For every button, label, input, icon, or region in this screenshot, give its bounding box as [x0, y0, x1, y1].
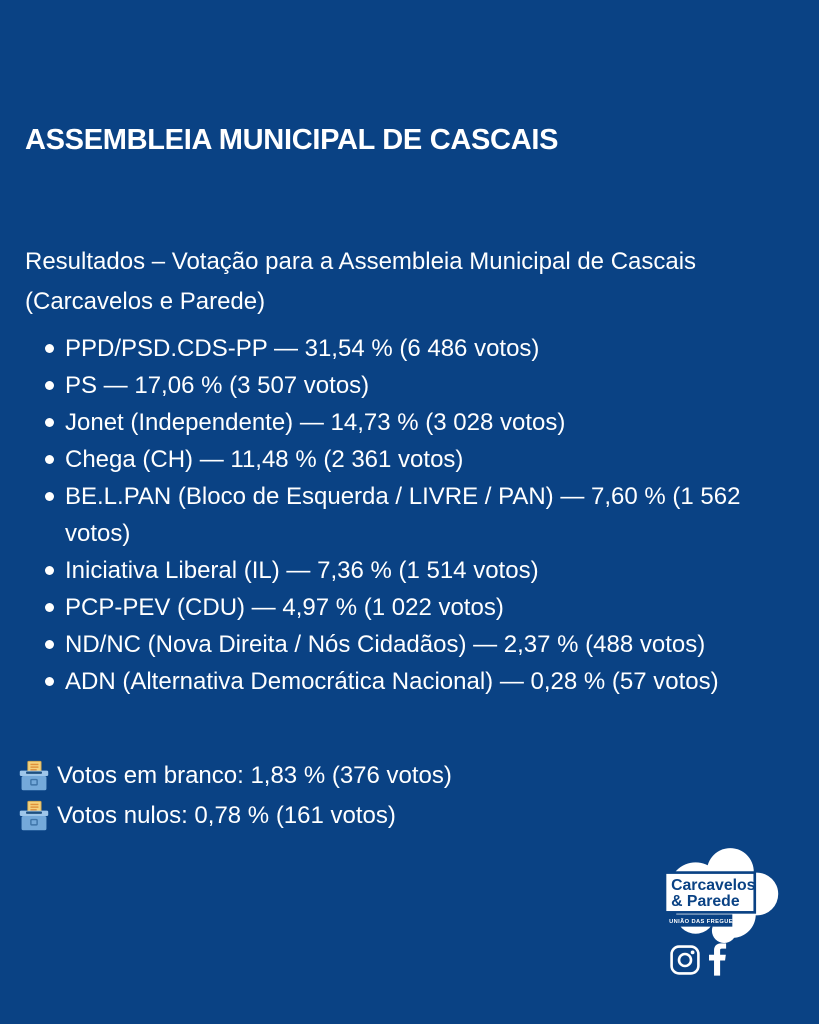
result-item: PS — 17,06 % (3 507 votos): [25, 367, 791, 404]
instagram-icon[interactable]: [670, 944, 700, 975]
result-item: Iniciativa Liberal (IL) — 7,36 % (1 514 …: [25, 552, 791, 589]
result-item: ND/NC (Nova Direita / Nós Cidadãos) — 2,…: [25, 626, 791, 663]
result-item: ADN (Alternativa Democrática Nacional) —…: [25, 663, 791, 700]
result-item: Jonet (Independente) — 14,73 % (3 028 vo…: [25, 404, 791, 441]
logo-carcavelos-parede: Carcavelos & Parede UNIÃO DAS FREGUESIAS: [642, 843, 790, 945]
logo-text-line1: Carcavelos: [671, 877, 756, 894]
results-intro-text: Resultados – Votação para a Assembleia M…: [25, 248, 697, 315]
logo-subtitle: UNIÃO DAS FREGUESIAS: [669, 918, 748, 925]
votes-summary: Votos em branco: 1,83 % (376 votos) Voto…: [18, 756, 452, 836]
facebook-icon[interactable]: [709, 943, 728, 976]
result-item: PCP-PEV (CDU) — 4,97 % (1 022 votos): [25, 589, 791, 626]
null-votes-row: Votos nulos: 0,78 % (161 votos): [18, 796, 452, 836]
ballot-box-icon: [18, 760, 50, 792]
social-icons: [670, 943, 728, 976]
results-list: PPD/PSD.CDS-PP — 31,54 % (6 486 votos) P…: [25, 330, 791, 700]
logo-text-line2: & Parede: [671, 893, 740, 910]
result-item: PPD/PSD.CDS-PP — 31,54 % (6 486 votos): [25, 330, 791, 367]
ballot-box-icon: [18, 800, 50, 832]
blank-votes-text: Votos em branco: 1,83 % (376 votos): [57, 762, 452, 789]
result-item: BE.L.PAN (Bloco de Esquerda / LIVRE / PA…: [25, 478, 791, 552]
null-votes-text: Votos nulos: 0,78 % (161 votos): [57, 802, 396, 829]
result-item: Chega (CH) — 11,48 % (2 361 votos): [25, 441, 791, 478]
blank-votes-row: Votos em branco: 1,83 % (376 votos): [18, 756, 452, 796]
page-title: ASSEMBLEIA MUNICIPAL DE CASCAIS: [25, 124, 559, 157]
